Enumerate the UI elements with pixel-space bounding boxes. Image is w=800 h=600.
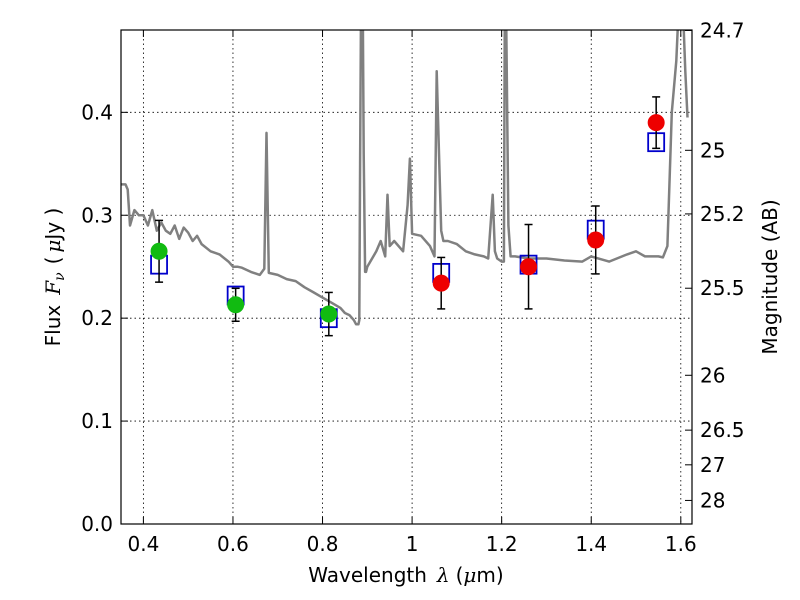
x-axis-ticks: 0.4 0.6 0.8 1 1.2 1.4 1.6: [127, 30, 697, 556]
x-tick-label: 0.4: [127, 532, 159, 556]
y-axis-ticks: 0.0 0.1 0.2 0.3 0.4: [81, 100, 128, 536]
model-spectrum: [121, 30, 689, 326]
grid-lines: [121, 30, 692, 525]
y2-tick-label: 25.2: [700, 202, 745, 226]
y-tick-label: 0.1: [81, 409, 113, 433]
y2-tick-label: 25.5: [700, 276, 745, 300]
y-tick-label: 0.2: [81, 306, 113, 330]
y2-tick-label: 25: [700, 138, 725, 162]
x-axis-title: Wavelength λ (μm): [308, 563, 503, 587]
y2-tick-label: 27: [700, 453, 725, 477]
x-tick-label: 1.4: [575, 532, 607, 556]
x-tick-label: 0.6: [217, 532, 249, 556]
y-axis-title: FluxFν(μJy ): [41, 208, 68, 347]
plot-frame: [120, 29, 693, 525]
observed-point-marker: [432, 274, 450, 292]
observed-point-marker: [320, 305, 338, 323]
spectrum-line: [121, 30, 689, 326]
observed-point-marker: [150, 242, 168, 260]
y2-tick-label: 26: [700, 363, 725, 387]
y-tick-label: 0.0: [81, 512, 113, 536]
x-tick-label: 1.2: [486, 532, 518, 556]
observed-point-marker: [587, 231, 605, 249]
observed-point-marker: [520, 258, 538, 276]
observed-point-marker: [647, 114, 665, 132]
x-tick-label: 1: [406, 532, 419, 556]
observed-point-marker: [227, 296, 245, 314]
data-points: [150, 96, 666, 337]
x-tick-label: 0.8: [307, 532, 339, 556]
y2-tick-label: 26.5: [700, 418, 745, 442]
x-tick-label: 1.6: [665, 532, 697, 556]
y2-tick-label: 24.7: [700, 19, 745, 43]
y-tick-label: 0.3: [81, 203, 113, 227]
y-tick-label: 0.4: [81, 100, 113, 124]
y2-axis-ticks: 24.7 25 25.2 25.5 26 26.5 27 28: [685, 19, 745, 512]
y2-axis-title: Magnitude (AB): [758, 199, 782, 354]
y2-tick-label: 28: [700, 488, 725, 512]
